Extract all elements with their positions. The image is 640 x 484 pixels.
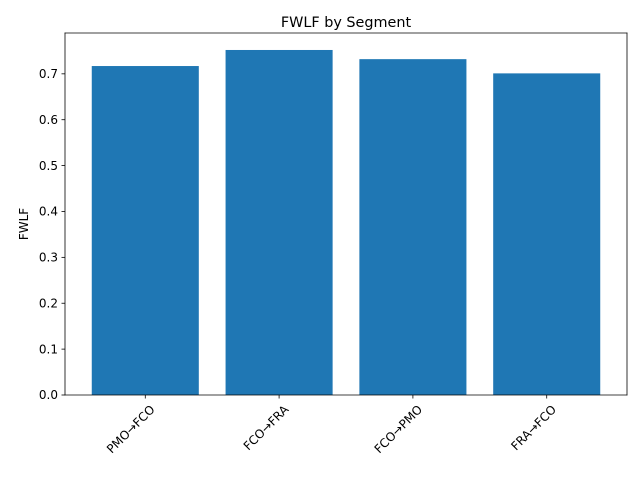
y-tick-label-4: 0.4 <box>39 205 58 219</box>
y-tick-label-0: 0.0 <box>39 388 58 402</box>
bars-layer <box>91 49 601 396</box>
bar-1 <box>225 49 333 395</box>
chart-title: FWLF by Segment <box>281 15 412 31</box>
bar-2 <box>359 59 467 395</box>
bar-0 <box>91 66 199 396</box>
y-tick-label-7: 0.7 <box>39 67 58 81</box>
x-tick-label-2: FCO→PMO <box>372 402 426 456</box>
x-tick-label-1: FCO→FRA <box>241 402 292 453</box>
x-tick-label-0: PMO→FCO <box>104 402 158 456</box>
y-tick-label-2: 0.2 <box>39 296 58 310</box>
y-tick-label-1: 0.1 <box>39 342 58 356</box>
y-axis-label: FWLF <box>17 208 31 240</box>
y-tick-label-3: 0.3 <box>39 251 58 265</box>
y-tick-label-6: 0.6 <box>39 113 58 127</box>
x-tick-label-3: FRA→FCO <box>508 402 559 453</box>
y-axis-ticks: 0.0 0.1 0.2 0.3 0.4 0.5 0.6 0.7 <box>39 67 65 402</box>
x-axis-ticks: PMO→FCO FCO→FRA FCO→PMO FRA→FCO <box>104 395 559 456</box>
axes-frame <box>64 32 628 396</box>
bar-3 <box>493 73 601 396</box>
y-tick-label-5: 0.5 <box>39 159 58 173</box>
